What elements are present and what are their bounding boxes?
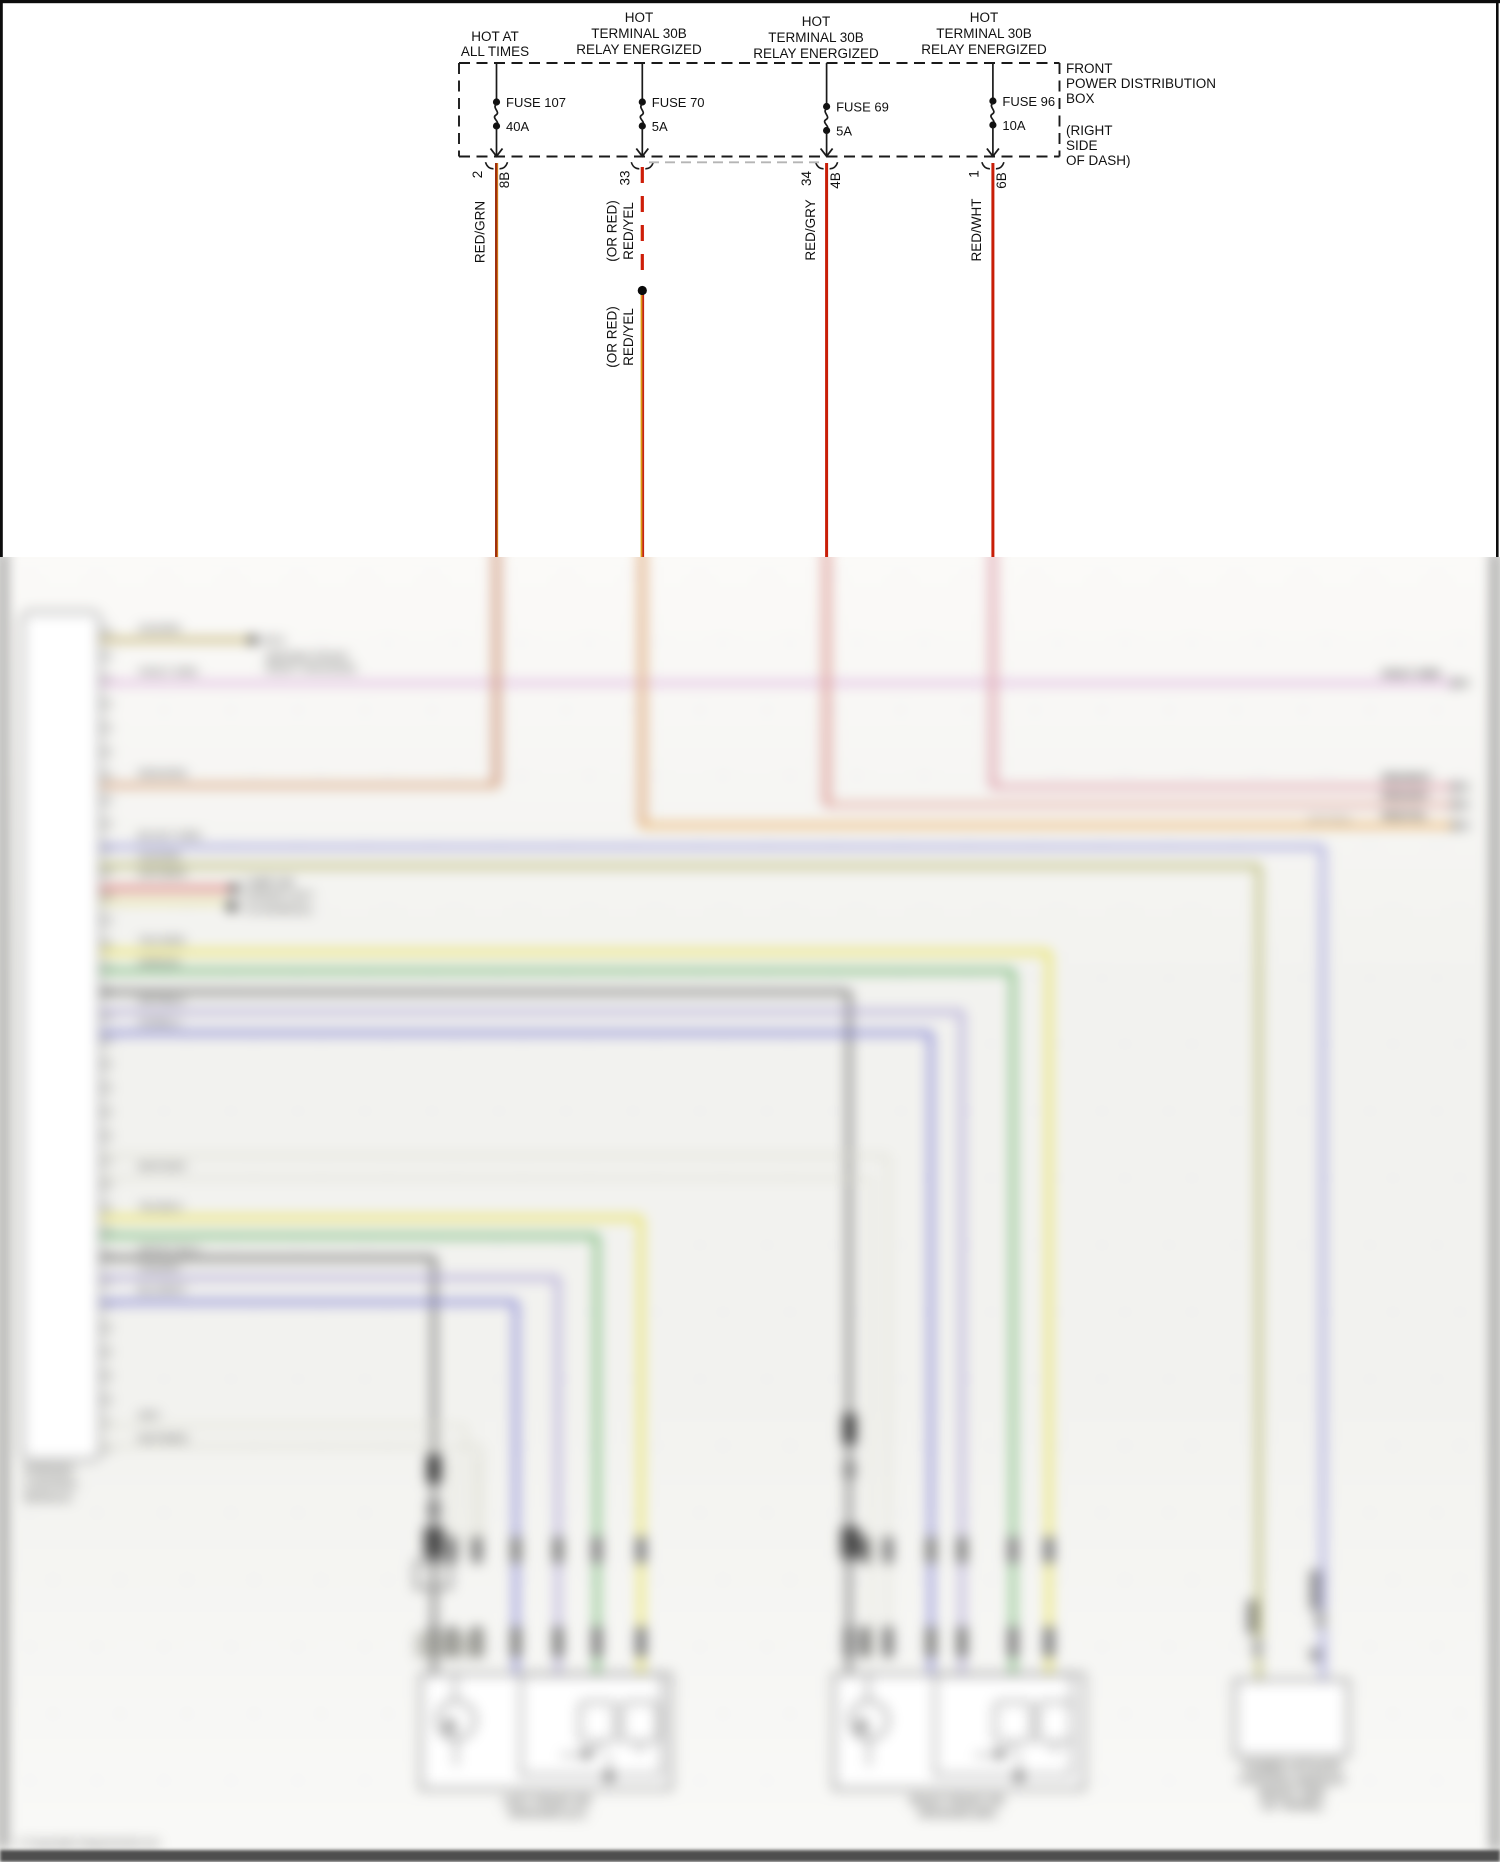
svg-text:RED/GRN: RED/GRN	[138, 768, 186, 780]
svg-text:GRY/BRN: GRY/BRN	[138, 868, 186, 880]
svg-text:(OR RED): (OR RED)	[605, 200, 620, 262]
svg-text:SPEAKER (RF): SPEAKER (RF)	[918, 1808, 997, 1820]
svg-text:34: 34	[799, 171, 814, 187]
svg-text:(UNDER LEFT: (UNDER LEFT	[244, 890, 315, 902]
svg-text:FUSE 69: FUSE 69	[836, 99, 889, 114]
svg-text:PARKING: PARKING	[24, 1464, 74, 1476]
svg-text:RED/GRN: RED/GRN	[473, 201, 488, 263]
svg-text:RELAY ENERGIZED: RELAY ENERGIZED	[576, 42, 702, 57]
svg-text:OG/GRN: OG/GRN	[138, 623, 181, 635]
svg-text:RED/YEL: RED/YEL	[621, 308, 636, 366]
svg-text:SPEAKER (LF): SPEAKER (LF)	[509, 1808, 586, 1820]
svg-text:BLU/LT GRN: BLU/LT GRN	[138, 830, 201, 842]
svg-text:(RIGHT SIDE: (RIGHT SIDE	[1259, 1787, 1326, 1799]
svg-text:GRY/BLK: GRY/BLK	[138, 995, 185, 1007]
svg-text:HOT: HOT	[802, 14, 831, 29]
svg-text:4B: 4B	[828, 172, 843, 189]
svg-text:HOT: HOT	[625, 10, 654, 25]
svg-text:VIO/LT GRN: VIO/LT GRN	[1381, 668, 1440, 680]
svg-text:HOT AT: HOT AT	[471, 29, 519, 44]
svg-text:© Copyright diagramweb.net: © Copyright diagramweb.net	[16, 1837, 160, 1849]
svg-text:OF DASH): OF DASH)	[1066, 153, 1131, 168]
svg-text:(BEHIND FRONT: (BEHIND FRONT	[266, 651, 349, 663]
svg-text:FRONT: FRONT	[1066, 61, 1113, 76]
svg-text:RELAY ENERGIZED: RELAY ENERGIZED	[753, 46, 879, 61]
svg-text:(OR RED): (OR RED)	[605, 306, 620, 368]
svg-text:HOT: HOT	[970, 10, 999, 25]
svg-text:1: 1	[967, 170, 982, 178]
svg-text:FUSE 96: FUSE 96	[1002, 94, 1055, 109]
svg-text:OG/GRN: OG/GRN	[138, 851, 181, 863]
svg-text:RED/WHT: RED/WHT	[969, 199, 984, 262]
svg-text:YEL/GRN: YEL/GRN	[138, 935, 185, 947]
svg-text:RED/YEL: RED/YEL	[621, 202, 636, 260]
svg-text:ALL TIMES: ALL TIMES	[461, 44, 529, 59]
svg-text:GRY: GRY	[138, 1410, 160, 1422]
svg-text:FUSE 70: FUSE 70	[652, 95, 705, 110]
svg-text:(OR RED): (OR RED)	[1308, 814, 1351, 825]
svg-text:MODULE: MODULE	[24, 1492, 72, 1504]
svg-text:GRN/OG: GRN/OG	[138, 957, 181, 969]
svg-text:RED/YEL: RED/YEL	[1382, 810, 1428, 822]
svg-text:TERMINAL 30B: TERMINAL 30B	[936, 26, 1032, 41]
svg-text:6B: 6B	[994, 172, 1009, 189]
svg-text:BOX: BOX	[1066, 91, 1095, 106]
svg-text:TERMINAL 30B: TERMINAL 30B	[768, 30, 864, 45]
svg-text:RELAY ENERGIZED: RELAY ENERGIZED	[921, 42, 1047, 57]
svg-text:ST 6: ST 6	[263, 636, 285, 647]
svg-text:LAMP C28: LAMP C28	[244, 878, 294, 889]
svg-text:SIDE: SIDE	[1066, 138, 1098, 153]
svg-text:8B: 8B	[497, 172, 512, 189]
svg-text:GRY/LT BLU: GRY/LT BLU	[138, 1244, 200, 1256]
svg-text:(RIGHT: (RIGHT	[1066, 123, 1113, 138]
svg-text:B HARNESS): B HARNESS)	[246, 904, 311, 916]
svg-text:10A: 10A	[1002, 118, 1025, 133]
svg-text:33: 33	[618, 170, 633, 185]
svg-text:RED/GRY: RED/GRY	[1382, 790, 1429, 802]
svg-text:VIO/GRY: VIO/GRY	[138, 1263, 181, 1275]
svg-text:5A: 5A	[836, 123, 852, 138]
svg-text:RIGHT FRONT DR: RIGHT FRONT DR	[910, 1795, 1004, 1807]
svg-text:RED/WHT: RED/WHT	[1382, 772, 1432, 784]
svg-text:YEL/BLK: YEL/BLK	[138, 1201, 183, 1213]
svg-text:40A: 40A	[506, 119, 529, 134]
svg-text:POWER DISTRIBUTION: POWER DISTRIBUTION	[1066, 76, 1216, 91]
svg-text:WHT/BRN: WHT/BRN	[138, 1433, 188, 1445]
svg-text:TERMINAL 30B: TERMINAL 30B	[591, 26, 687, 41]
svg-text:FUSE 107: FUSE 107	[506, 95, 566, 110]
svg-text:BLU/WHT: BLU/WHT	[138, 1284, 187, 1296]
svg-text:2: 2	[470, 171, 485, 179]
svg-text:5A: 5A	[652, 119, 668, 134]
svg-text:VIO/BLU: VIO/BLU	[138, 1017, 181, 1029]
svg-text:POWER LIFTGATE: POWER LIFTGATE	[1243, 1761, 1341, 1773]
svg-text:RED/GRY: RED/GRY	[803, 199, 818, 260]
svg-text:RIGHT SPEAKER): RIGHT SPEAKER)	[266, 663, 356, 675]
svg-text:CONTROL MODULE: CONTROL MODULE	[1240, 1774, 1345, 1786]
svg-text:VIO/LT GRN: VIO/LT GRN	[138, 666, 197, 678]
svg-text:CONTROL: CONTROL	[24, 1478, 79, 1490]
svg-text:OF TRUNK): OF TRUNK)	[1262, 1800, 1323, 1812]
svg-text:LEFT FRONT DR: LEFT FRONT DR	[503, 1795, 590, 1807]
svg-text:WHT/GRY: WHT/GRY	[138, 1161, 187, 1173]
